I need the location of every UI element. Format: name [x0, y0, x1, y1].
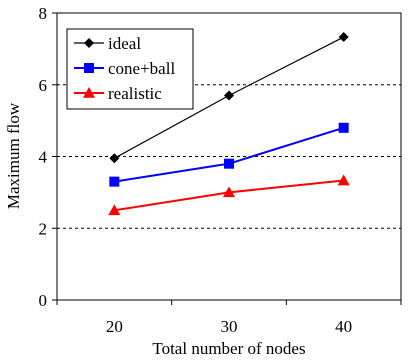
series-line-cone-ball [114, 126, 344, 183]
y-axis-label: Maximum flow [4, 102, 23, 209]
data-point-cone-ball [338, 122, 349, 133]
data-point-realistic [108, 204, 121, 216]
data-point-realistic [223, 186, 235, 198]
data-point-ideal [224, 90, 234, 101]
y-tick-label: 6 [39, 76, 48, 95]
legend-marker-realistic [83, 87, 95, 98]
legend-label-realistic: realistic [108, 84, 162, 103]
legend: ideal cone+ball realistic [66, 28, 194, 110]
x-axis-ticks: 20 30 40 [56, 300, 402, 336]
data-point-realistic [337, 174, 350, 186]
y-tick-label: 4 [39, 148, 48, 167]
y-axis-ticks: 0 2 4 6 8 [39, 4, 57, 310]
data-point-ideal [338, 32, 349, 43]
legend-label-cone-ball: cone+ball [108, 59, 175, 78]
data-point-ideal [109, 153, 120, 164]
x-tick-label: 20 [106, 317, 123, 336]
legend-marker-ideal [84, 38, 94, 48]
y-tick-label: 2 [39, 219, 48, 238]
y-tick-label: 8 [39, 4, 48, 23]
x-tick-label: 30 [221, 317, 238, 336]
y-tick-label: 0 [39, 291, 48, 310]
x-axis-label: Total number of nodes [152, 339, 305, 358]
data-point-cone-ball [109, 176, 120, 187]
data-point-cone-ball [224, 158, 234, 169]
x-tick-label: 40 [335, 317, 352, 336]
legend-marker-cone-ball [84, 63, 94, 73]
series-group [108, 32, 350, 216]
legend-label-ideal: ideal [108, 34, 141, 53]
